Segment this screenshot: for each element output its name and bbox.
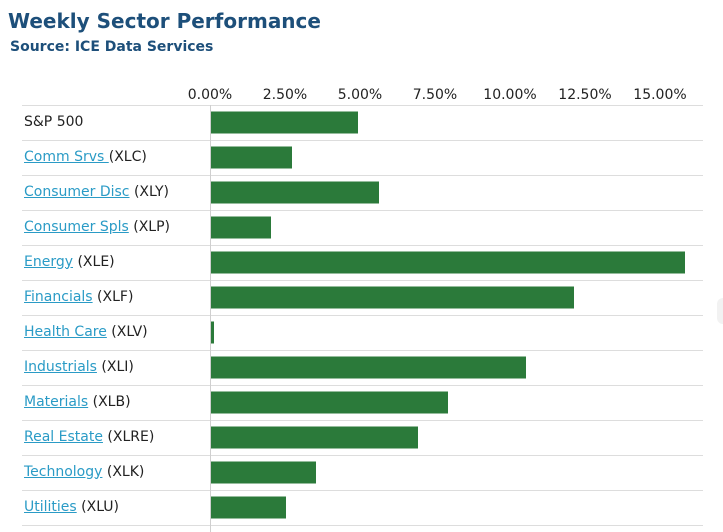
bar bbox=[211, 356, 526, 379]
row-dividers bbox=[22, 105, 703, 526]
bar bbox=[211, 251, 685, 274]
category-label: Consumer Spls (XLP) bbox=[24, 215, 170, 239]
category-label: Real Estate (XLRE) bbox=[24, 425, 154, 449]
category-label: Materials (XLB) bbox=[24, 390, 131, 414]
bar bbox=[211, 111, 358, 134]
bar bbox=[211, 426, 418, 449]
category-label: Energy (XLE) bbox=[24, 250, 115, 274]
sector-link[interactable]: Comm Srvs bbox=[24, 148, 109, 165]
sector-link[interactable]: Technology bbox=[24, 463, 103, 480]
ticker-symbol: (XLC) bbox=[108, 148, 147, 165]
ticker-symbol: (XLI) bbox=[96, 358, 134, 375]
bar bbox=[211, 461, 316, 484]
chart-subtitle: Source: ICE Data Services bbox=[10, 39, 214, 55]
sector-link[interactable]: Utilities bbox=[24, 498, 77, 515]
sector-link[interactable]: Consumer Spls bbox=[24, 218, 129, 235]
category-label: Technology (XLK) bbox=[24, 460, 144, 484]
ticker-symbol: (XLU) bbox=[76, 498, 120, 515]
x-tick-label: 5.00% bbox=[338, 87, 382, 103]
x-tick-label: 15.00% bbox=[633, 87, 686, 103]
bar bbox=[211, 146, 292, 169]
ticker-symbol: (XLRE) bbox=[102, 428, 155, 445]
category-label: Consumer Disc (XLY) bbox=[24, 180, 169, 204]
x-tick-label: 12.50% bbox=[558, 87, 611, 103]
category-label: Utilities (XLU) bbox=[24, 495, 119, 519]
x-tick-label: 0.00% bbox=[188, 87, 232, 103]
chart-title: Weekly Sector Performance bbox=[8, 9, 321, 33]
bar bbox=[211, 216, 271, 239]
category-label: Comm Srvs (XLC) bbox=[24, 145, 147, 169]
bar bbox=[211, 496, 286, 519]
x-tick-label: 2.50% bbox=[263, 87, 307, 103]
ticker-symbol: (XLB) bbox=[88, 393, 131, 410]
x-tick-label: 10.00% bbox=[483, 87, 536, 103]
category-label: Industrials (XLI) bbox=[24, 355, 134, 379]
ticker-symbol: (XLE) bbox=[73, 253, 115, 270]
ticker-symbol: (XLK) bbox=[102, 463, 145, 480]
bar bbox=[211, 286, 574, 309]
sector-link[interactable]: Real Estate bbox=[24, 428, 103, 445]
sector-link[interactable]: Materials bbox=[24, 393, 89, 410]
x-tick-label: 7.50% bbox=[413, 87, 457, 103]
scroll-edge-handle[interactable] bbox=[717, 298, 723, 324]
category-label: Health Care (XLV) bbox=[24, 320, 148, 344]
ticker-symbol: (XLP) bbox=[128, 218, 171, 235]
bars bbox=[211, 111, 685, 519]
bar bbox=[211, 321, 214, 344]
bar bbox=[211, 181, 379, 204]
index-name: S&P 500 bbox=[24, 113, 84, 130]
x-axis-ticks: 0.00% 2.50% 5.00% 7.50% 10.00% 12.50% 15.00% bbox=[188, 87, 687, 103]
sector-link[interactable]: Industrials bbox=[24, 358, 97, 375]
ticker-symbol: (XLV) bbox=[106, 323, 148, 340]
sector-link[interactable]: Financials bbox=[24, 288, 93, 305]
category-label: S&P 500 bbox=[24, 110, 83, 134]
sector-link[interactable]: Consumer Disc bbox=[24, 183, 130, 200]
bar bbox=[211, 391, 448, 414]
sector-link[interactable]: Health Care bbox=[24, 323, 107, 340]
category-label: Financials (XLF) bbox=[24, 285, 133, 309]
sector-link[interactable]: Energy bbox=[24, 253, 74, 270]
ticker-symbol: (XLY) bbox=[129, 183, 169, 200]
ticker-symbol: (XLF) bbox=[92, 288, 134, 305]
